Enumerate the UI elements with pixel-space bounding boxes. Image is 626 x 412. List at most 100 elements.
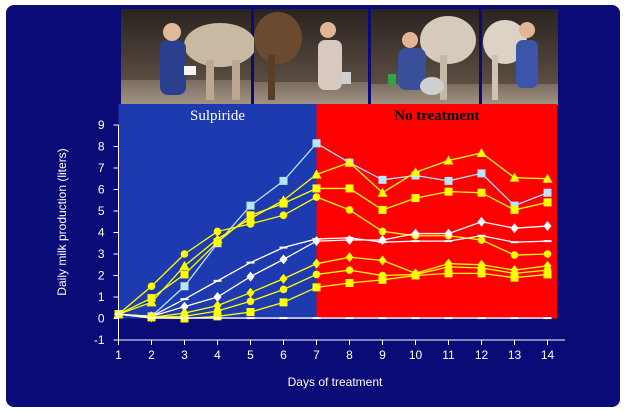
point-s8-d5 [246,297,255,306]
point-s1-d5 [246,201,255,210]
point-s9-d14 [543,270,552,279]
point-s2-d3 [179,260,190,270]
point-s1-d13 [510,201,519,210]
photo-2 [254,9,368,105]
point-s10-d3 [180,317,189,320]
point-s3-d6 [279,199,288,208]
point-s4-d13 [510,251,519,259]
point-s9-d9 [378,275,387,284]
point-s6-d8 [345,236,354,239]
point-s3-d12 [477,188,486,197]
point-s3-d5 [246,211,255,220]
point-s6-d5 [246,261,255,264]
point-s4-d6 [279,211,288,220]
y-tick-label-6: 6 [98,183,105,197]
x-tick-label-2: 2 [148,348,155,362]
point-s7-d6 [279,273,288,284]
point-s6-d14 [543,240,552,243]
x-tick-label-4: 4 [214,348,221,362]
series-line-8 [118,266,548,319]
point-s2-d8 [344,157,355,167]
point-s6-d9 [378,241,387,244]
point-s4-d3 [180,250,189,258]
point-s4-d4 [213,227,222,236]
point-s2-d14 [542,173,553,183]
series-line-6 [118,235,548,318]
point-s3-d2 [147,294,156,303]
point-s3-d9 [378,205,387,214]
series-line-3 [118,187,548,315]
point-s2-d9 [377,187,388,197]
point-s6-d11 [444,240,453,243]
point-s1-d9 [378,175,387,184]
series-line-4 [118,196,548,315]
point-s3-d3 [180,270,189,279]
point-s5-d4 [213,292,222,302]
photo-1 [121,9,256,105]
point-s6-d10 [411,240,420,243]
point-s10-d2 [147,317,156,320]
point-s7-d8 [345,252,354,263]
y-tick-label-4: 4 [98,226,105,240]
point-s1-d14 [543,188,552,197]
point-s10-d6 [279,317,288,320]
x-tick-label-7: 7 [313,348,320,362]
point-s9-d8 [345,279,354,288]
point-s10-d9 [378,317,387,320]
point-s5-d12 [477,216,486,227]
point-s1-d12 [477,169,486,178]
x-tick-label-6: 6 [280,348,287,362]
x-tick-label-9: 9 [379,348,386,362]
point-s9-d6 [279,298,288,307]
x-tick-label-11: 11 [442,348,455,362]
point-s4-d2 [147,282,156,291]
point-s3-d4 [213,238,222,247]
x-tick-label-3: 3 [181,348,188,362]
series-3 [114,184,552,319]
point-s3-d10 [411,194,420,203]
point-s10-d5 [246,317,255,320]
x-tick-label-1: 1 [115,348,122,362]
point-s9-d11 [444,269,453,278]
point-s6-d6 [279,246,288,249]
point-s2-d10 [410,167,421,177]
x-tick-label-14: 14 [541,348,555,362]
point-s10-d7 [312,317,321,320]
point-s3-d11 [444,187,453,196]
point-s10-d10 [411,317,420,320]
point-s3-d14 [543,198,552,207]
point-s5-d13 [510,223,519,234]
point-s4-d5 [246,220,255,228]
point-s5-d5 [246,271,255,282]
series-line-2 [118,152,548,315]
series-line-7 [118,256,548,319]
y-axis-label: Daily milk production (liters) [55,148,69,295]
series-line-1 [118,142,548,318]
series-line-10 [118,313,548,319]
photo-4 [482,9,558,105]
point-s3-d7 [312,184,321,193]
point-s9-d4 [213,312,222,321]
point-s9-d7 [312,283,321,292]
point-s9-d10 [411,271,420,280]
x-axis-label: Days of treatment [288,375,383,389]
y-tick-label-1: 1 [98,290,105,304]
point-s9-d13 [510,273,519,282]
point-s2-d11 [443,155,454,165]
point-s5-d10 [411,228,420,239]
point-s3-d8 [345,184,354,193]
point-s2-d12 [476,147,487,157]
y-tick-label-9: 9 [98,118,105,132]
point-s2-d13 [509,172,520,182]
point-s8-d11 [444,263,453,271]
point-s1-d7 [312,139,321,148]
point-s5-d14 [543,221,552,232]
point-s4-d12 [477,236,486,244]
point-s2-d7 [311,169,322,179]
point-s4-d14 [543,250,552,258]
y-tick-label-3: 3 [98,247,105,261]
point-s7-d7 [312,258,321,269]
point-s7-d9 [378,255,387,266]
point-s1-d6 [279,176,288,185]
